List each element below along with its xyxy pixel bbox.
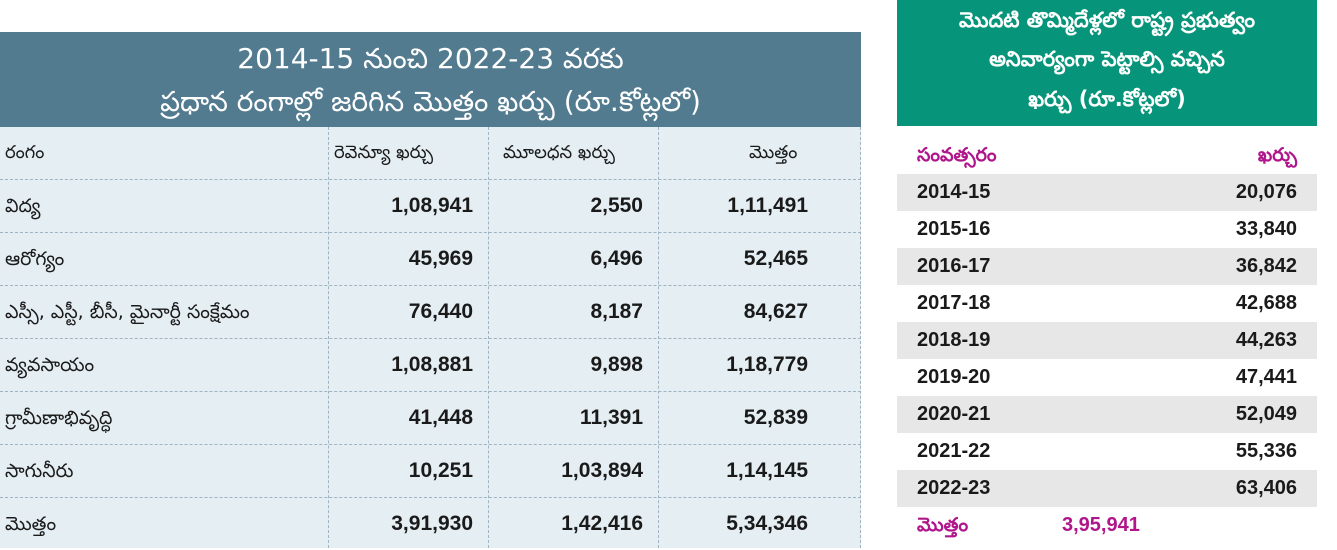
yearly-table-title: మొదటి తొమ్మిదేళ్లలో రాష్ట్ర ప్రభుత్వం అన… xyxy=(897,0,1317,126)
sector-name: సాగునీరు xyxy=(5,460,74,482)
amount-value: 20,076 xyxy=(1235,181,1297,203)
total-value: 1,18,779 xyxy=(726,353,808,376)
revenue-value: 1,08,941 xyxy=(391,194,473,217)
capital-value: 6,496 xyxy=(590,247,643,270)
year-value: 2018-19 xyxy=(917,329,991,351)
sector-name: వ్యవసాయం xyxy=(5,354,95,376)
revenue-value: 1,08,881 xyxy=(391,353,473,376)
sector-table-body: రంగం రెవెన్యూ ఖర్చు మూలధన ఖర్చు మొత్తం వ… xyxy=(0,127,861,548)
year-value: 2015-16 xyxy=(917,218,991,240)
list-item: 2021-22 55,336 xyxy=(897,433,1317,470)
amount-value: 55,336 xyxy=(1235,440,1297,462)
table-row: విద్య 1,08,941 2,550 1,11,491 xyxy=(0,180,861,233)
table-row: ఆరోగ్యం 45,969 6,496 52,465 xyxy=(0,233,861,286)
capital-value: 1,42,416 xyxy=(561,512,643,535)
amount-value: 36,842 xyxy=(1235,255,1297,277)
year-value: 2019-20 xyxy=(917,366,991,388)
sector-name: ఆరోగ్యం xyxy=(5,248,65,270)
header-capital: మూలధన ఖర్చు xyxy=(503,142,615,163)
revenue-value: 76,440 xyxy=(408,300,473,323)
sector-name: ఎస్సీ, ఎస్టీ, బీసీ, మైనార్టీ సంక్షేమం xyxy=(5,301,250,323)
yearly-expenditure-table: మొదటి తొమ్మిదేళ్లలో రాష్ట్ర ప్రభుత్వం అన… xyxy=(897,0,1317,548)
amount-value: 52,049 xyxy=(1235,403,1297,425)
header-amount: ఖర్చు xyxy=(1257,144,1297,166)
capital-value: 1,03,894 xyxy=(561,459,643,482)
year-value: 2017-18 xyxy=(917,292,991,314)
revenue-value: 45,969 xyxy=(408,247,473,270)
total-amount: 3,95,941 xyxy=(1062,514,1140,536)
year-value: 2014-15 xyxy=(917,181,991,203)
amount-value: 44,263 xyxy=(1235,329,1297,351)
table-row: ఎస్సీ, ఎస్టీ, బీసీ, మైనార్టీ సంక్షేమం 76… xyxy=(0,286,861,339)
sector-name: మొత్తం xyxy=(5,513,57,535)
header-revenue: రెవెన్యూ ఖర్చు xyxy=(334,142,434,163)
amount-value: 63,406 xyxy=(1235,477,1297,499)
capital-value: 8,187 xyxy=(590,300,643,323)
sector-table-title: 2014-15 నుంచి 2022-23 వరకు ప్రధాన రంగాల్… xyxy=(0,32,861,127)
column-divider xyxy=(488,127,489,548)
sector-expenditure-table: 2014-15 నుంచి 2022-23 వరకు ప్రధాన రంగాల్… xyxy=(0,32,861,548)
header-total: మొత్తం xyxy=(749,142,798,163)
total-label: మొత్తం xyxy=(917,514,969,536)
table-row: వ్యవసాయం 1,08,881 9,898 1,18,779 xyxy=(0,339,861,392)
list-item: 2017-18 42,688 xyxy=(897,285,1317,322)
sector-name: గ్రామీణాభివృద్ధి xyxy=(5,407,113,429)
sector-table-header-row: రంగం రెవెన్యూ ఖర్చు మూలధన ఖర్చు మొత్తం xyxy=(0,127,861,180)
header-year: సంవత్సరం xyxy=(917,144,997,166)
year-value: 2022-23 xyxy=(917,477,991,499)
sector-table-title-line1: 2014-15 నుంచి 2022-23 వరకు xyxy=(237,42,624,75)
list-item: 2018-19 44,263 xyxy=(897,322,1317,359)
yearly-table-title-line3: ఖర్చు (రూ.కోట్లలో) xyxy=(1028,87,1186,111)
capital-value: 11,391 xyxy=(579,406,643,429)
table-total-row: మొత్తం 3,91,930 1,42,416 5,34,346 xyxy=(0,498,861,550)
amount-value: 42,688 xyxy=(1235,292,1297,314)
revenue-value: 41,448 xyxy=(408,406,473,429)
list-item: 2020-21 52,049 xyxy=(897,396,1317,433)
total-value: 1,14,145 xyxy=(726,459,808,482)
header-sector: రంగం xyxy=(5,142,45,163)
sector-table-title-line2: ప్రధాన రంగాల్లో జరిగిన మొత్తం ఖర్చు (రూ.… xyxy=(160,85,701,118)
total-value: 52,839 xyxy=(743,406,808,429)
column-divider xyxy=(328,127,329,548)
total-value: 5,34,346 xyxy=(726,512,808,535)
total-value: 52,465 xyxy=(743,247,808,270)
capital-value: 2,550 xyxy=(590,194,643,217)
list-item: 2022-23 63,406 xyxy=(897,470,1317,507)
year-value: 2016-17 xyxy=(917,255,991,277)
list-item: 2014-15 20,076 xyxy=(897,174,1317,211)
revenue-value: 10,251 xyxy=(408,459,473,482)
list-item: 2016-17 36,842 xyxy=(897,248,1317,285)
total-value: 84,627 xyxy=(743,300,808,323)
sector-name: విద్య xyxy=(5,195,41,217)
table-row: సాగునీరు 10,251 1,03,894 1,14,145 xyxy=(0,445,861,498)
amount-value: 33,840 xyxy=(1235,218,1297,240)
yearly-table-title-line1: మొదటి తొమ్మిదేళ్లలో రాష్ట్ర ప్రభుత్వం xyxy=(958,8,1256,32)
list-item: 2015-16 33,840 xyxy=(897,211,1317,248)
yearly-table-body: సంవత్సరం ఖర్చు 2014-15 20,076 2015-16 33… xyxy=(897,137,1317,548)
amount-value: 47,441 xyxy=(1235,366,1297,388)
list-item: 2019-20 47,441 xyxy=(897,359,1317,396)
total-value: 1,11,491 xyxy=(727,194,808,217)
column-divider xyxy=(860,127,861,548)
yearly-table-header-row: సంవత్సరం ఖర్చు xyxy=(897,137,1317,174)
revenue-value: 3,91,930 xyxy=(391,512,473,535)
yearly-total-row: మొత్తం 3,95,941 xyxy=(897,507,1317,544)
column-divider xyxy=(658,127,659,548)
year-value: 2021-22 xyxy=(917,440,991,462)
table-row: గ్రామీణాభివృద్ధి 41,448 11,391 52,839 xyxy=(0,392,861,445)
capital-value: 9,898 xyxy=(590,353,643,376)
year-value: 2020-21 xyxy=(917,403,991,425)
yearly-table-title-line2: అనివార్యంగా పెట్టాల్సి వచ్చిన xyxy=(989,47,1225,71)
